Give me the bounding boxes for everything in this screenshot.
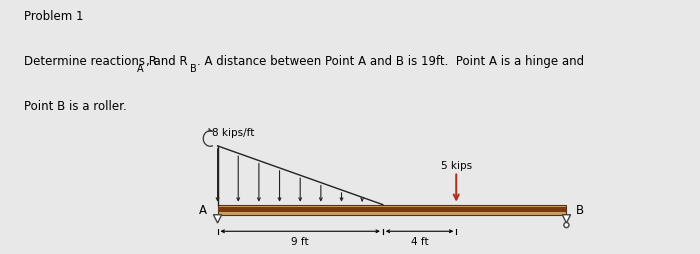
Text: 4 ft: 4 ft — [411, 236, 428, 246]
Polygon shape — [562, 215, 570, 223]
Text: . A distance between Point A and B is 19ft.  Point A is a hinge and: . A distance between Point A and B is 19… — [197, 55, 584, 68]
Polygon shape — [218, 205, 566, 215]
Text: A: A — [199, 203, 206, 216]
Text: , and R: , and R — [146, 55, 188, 68]
Circle shape — [564, 223, 569, 228]
Text: Determine reactions R: Determine reactions R — [25, 55, 157, 68]
Text: 9 ft: 9 ft — [291, 236, 309, 246]
Text: B: B — [575, 203, 584, 216]
Text: B: B — [190, 64, 196, 73]
Text: 5 kips: 5 kips — [441, 160, 472, 170]
Text: A: A — [137, 64, 144, 73]
Text: Problem 1: Problem 1 — [25, 10, 84, 23]
Text: 8 kips/ft: 8 kips/ft — [212, 127, 254, 137]
Polygon shape — [214, 215, 222, 223]
Polygon shape — [218, 207, 566, 212]
Text: Point B is a roller.: Point B is a roller. — [25, 100, 127, 113]
